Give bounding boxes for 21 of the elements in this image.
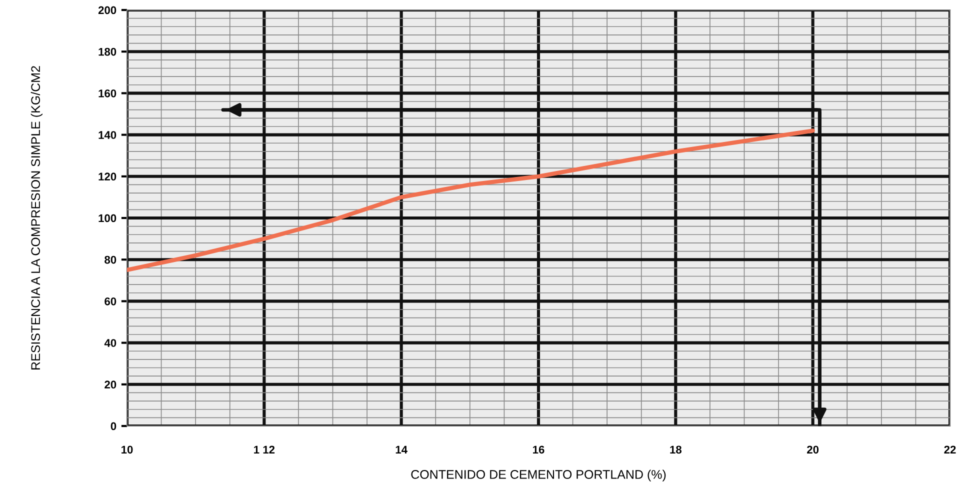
y-tick-label: 0: [110, 422, 116, 430]
x-tick-label: 20: [807, 446, 819, 454]
y-tick-label: 180: [98, 48, 116, 56]
x-tick-label: 10: [122, 446, 133, 454]
y-tick-label: 160: [98, 89, 116, 98]
y-tick-label: 60: [104, 297, 116, 306]
y-tick-label: 120: [98, 172, 116, 181]
x-tick-label: 18: [670, 446, 682, 454]
y-tick-label: 40: [104, 339, 116, 347]
y-axis-title: RESISTENCIA A LA COMPRESION SIMPLE (KG/CM2: [30, 66, 42, 370]
y-tick-label: 80: [104, 256, 116, 264]
line-series: [127, 128, 815, 272]
x-tick-label: 16: [533, 446, 544, 454]
x-tick-label: 22: [944, 446, 956, 454]
x-tick-label: 1 12: [254, 446, 275, 454]
x-tick-label: 14: [396, 446, 408, 454]
y-tick-label: 20: [104, 380, 116, 389]
y-tick-label: 200: [98, 6, 116, 14]
x-axis-title: CONTENIDO DE CEMENTO PORTLAND (%): [411, 470, 666, 482]
y-tick-label: 140: [98, 131, 116, 139]
y-tick-label: 100: [98, 214, 116, 222]
